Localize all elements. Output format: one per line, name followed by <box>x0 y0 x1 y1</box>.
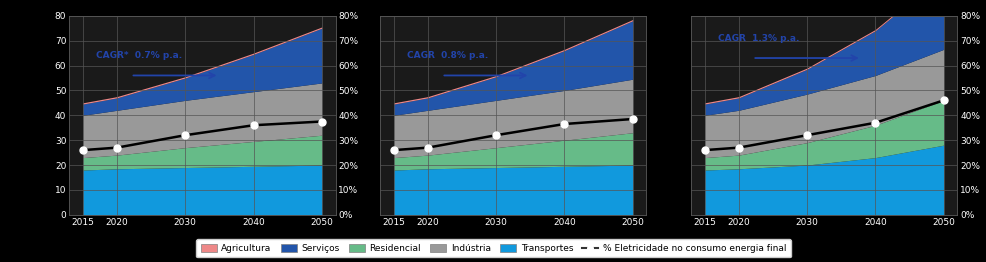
Legend: Agricultura, Serviços, Residencial, Indústria, Transportes, % Eletricidade no co: Agricultura, Serviços, Residencial, Indú… <box>196 239 790 258</box>
Text: CAGR  0.8% p.a.: CAGR 0.8% p.a. <box>407 51 488 60</box>
Text: CAGR  1.3% p.a.: CAGR 1.3% p.a. <box>718 34 799 43</box>
Text: CAGR*  0.7% p.a.: CAGR* 0.7% p.a. <box>97 51 182 60</box>
